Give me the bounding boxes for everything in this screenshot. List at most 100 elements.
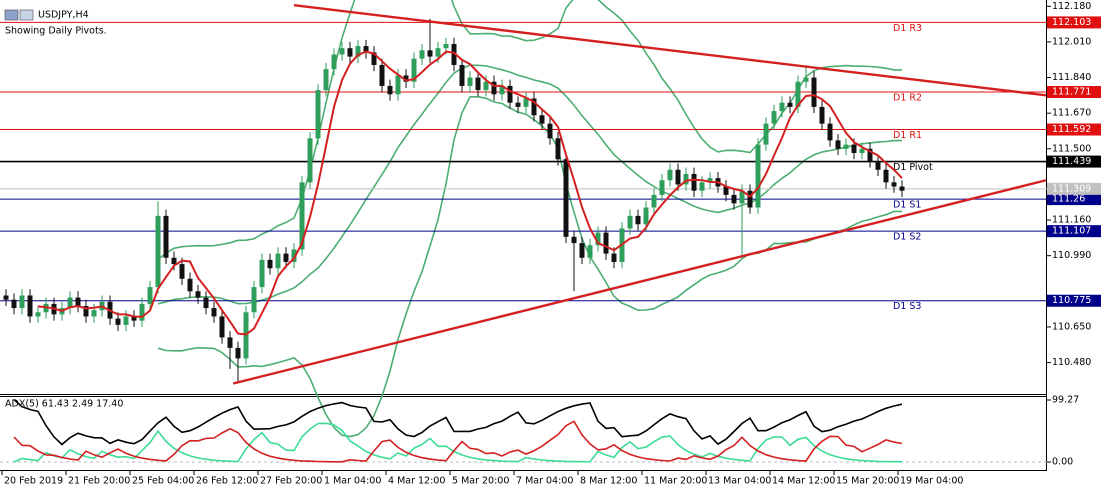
candle-body [395,75,401,95]
candle-body [579,243,585,258]
pivot-price-label: 111.439 [1052,156,1091,167]
x-tick-label: 4 Mar 12:00 [388,476,445,487]
candle-body [251,287,257,313]
y-tick-label: 111.160 [1052,215,1091,226]
x-tick-label: 7 Mar 04:00 [516,476,573,487]
candle-body [363,46,369,53]
trendline [232,179,1047,385]
candle-body [691,173,697,191]
pivot-price-label: 111.26 [1052,194,1085,205]
candle-body [171,257,177,265]
pivot-label: D1 S1 [893,200,921,211]
candle-body [563,159,569,237]
candle-body [147,287,153,304]
symbol-icon [19,9,34,21]
candle-body [723,186,729,195]
candle-body [739,190,745,204]
x-tick-label: 14 Mar 12:00 [772,476,835,487]
candle-body [83,305,89,317]
candle-body [659,180,665,195]
candle-body [531,98,537,116]
adx-line [13,398,903,446]
moving-average [37,50,903,336]
candle-body [291,249,297,262]
candle-body [475,77,481,91]
candle-body [867,148,873,162]
candle-body [35,312,41,317]
candle-body [203,297,209,309]
candle-body [387,85,393,95]
pivot-price-label: 111.771 [1052,87,1091,98]
candle-body [267,259,273,269]
candle-body [667,169,673,181]
plus-di-line [13,422,903,463]
adx-tick-label: 0.00 [1052,457,1073,468]
y-tick-label: 110.480 [1052,357,1091,368]
candle-body [883,169,889,183]
candle-body [491,81,497,95]
x-tick-label: 15 Mar 20:00 [836,476,899,487]
x-tick-label: 11 Mar 20:00 [644,476,707,487]
candle-body [187,278,193,292]
candle-body [795,81,801,107]
candle-body [163,215,169,258]
pivot-label: D1 R2 [893,93,922,104]
candle-body [259,259,265,288]
x-tick-label: 25 Feb 04:00 [132,476,194,487]
chart-title: USDJPY,H4 [38,10,89,21]
pivot-price-label: 110.775 [1052,295,1091,306]
candle-body [779,102,785,112]
candle-body [707,178,713,183]
x-tick-label: 13 Mar 04:00 [708,476,771,487]
candle-body [435,48,441,57]
x-tick-label: 19 Mar 04:00 [900,476,963,487]
candle-body [155,215,161,288]
candle-body [323,69,329,91]
candle-body [19,295,25,309]
y-tick-label: 112.010 [1052,36,1091,47]
pivot-price-box [1047,86,1101,99]
candle-body [763,123,769,145]
candle-body [731,194,737,204]
candle-body [195,291,201,298]
x-tick-label: 8 Mar 12:00 [580,476,637,487]
candle-body [875,161,881,170]
candle-body [443,44,449,49]
candle-body [411,58,417,82]
y-tick-label: 111.670 [1052,108,1091,119]
candle-body [899,186,905,191]
subtitle: Showing Daily Pivots. [5,26,107,37]
pivot-label: D1 S2 [893,232,921,243]
candle-body [627,215,633,229]
symbol-icon [4,9,19,21]
x-tick-label: 1 Mar 04:00 [324,476,381,487]
candle-body [787,102,793,107]
candle-body [699,182,705,191]
bollinger-band [157,96,902,438]
candle-body [315,90,321,139]
candle-body [891,182,897,187]
candle-body [835,140,841,149]
candle-body [851,144,857,153]
candle-body [843,144,849,149]
candle-body [595,232,601,246]
candle-body [235,347,241,359]
bollinger-band [157,64,902,305]
pivot-price-box [1047,225,1101,238]
current-price-box [1047,182,1101,195]
candle-body [483,81,489,91]
candle-body [571,236,577,244]
candle-body [219,316,225,338]
candle-body [3,295,9,300]
candle-body [451,44,457,65]
candle-body [355,46,361,57]
y-tick-label: 110.650 [1052,321,1091,332]
pivot-label: D1 R1 [893,130,922,141]
candle-body [827,123,833,141]
candle-body [347,48,353,57]
candle-body [683,173,689,185]
candle-body [67,297,73,309]
candle-body [179,264,185,279]
candle-body [467,77,473,86]
